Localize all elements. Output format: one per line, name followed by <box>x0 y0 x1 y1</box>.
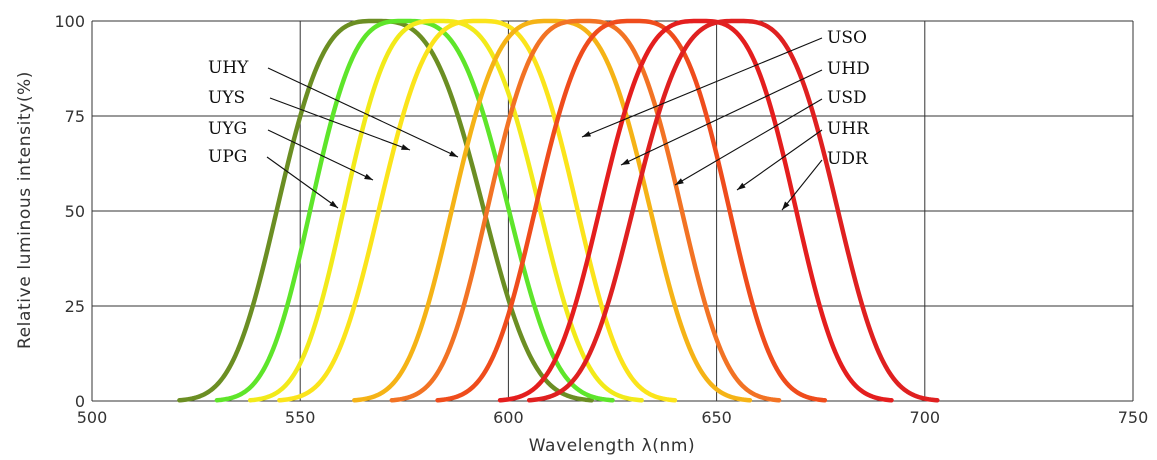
leader-uhy <box>267 67 459 158</box>
curve-uhd <box>389 18 782 403</box>
series-label-upg: UPG <box>208 147 247 167</box>
arrowhead-uyg <box>364 173 373 180</box>
label-leaders <box>266 37 823 211</box>
y-tick-label: 0 <box>75 392 85 411</box>
series-label-uys: UYS <box>208 88 245 108</box>
leader-uso <box>581 37 823 138</box>
leader-usd <box>674 98 823 186</box>
series-labels: UPG UYG UYS UHY USO UHD USD UHR UDR <box>208 28 870 169</box>
leader-uhr <box>736 129 823 191</box>
curve-usd <box>435 18 828 403</box>
y-tick-label: 25 <box>65 297 85 316</box>
series-label-usd: USD <box>827 88 867 108</box>
series-curves <box>177 18 940 403</box>
arrowhead-usd <box>675 178 684 185</box>
arrowhead-upg <box>329 200 338 208</box>
curve-udr <box>526 18 940 403</box>
series-label-uhd: UHD <box>827 59 870 79</box>
leader-uhd <box>620 69 823 166</box>
curve-uso <box>352 18 753 403</box>
y-tick-label: 100 <box>54 12 85 31</box>
series-label-uhr: UHR <box>827 119 870 139</box>
leader-udr <box>781 159 823 211</box>
arrowhead-uys <box>401 144 410 150</box>
y-tick-label: 75 <box>65 107 85 126</box>
y-tick-label: 50 <box>65 202 85 221</box>
tick-labels: 500 550 600 650 700 750 0 25 50 75 100 <box>54 12 1148 427</box>
leader-uys <box>269 97 411 151</box>
leader-upg <box>266 156 339 209</box>
arrowhead-udr <box>782 201 790 210</box>
arrowhead-uhy <box>449 150 458 157</box>
x-tick-label: 600 <box>493 408 524 427</box>
x-tick-label: 750 <box>1118 408 1149 427</box>
x-axis-title: Wavelength λ(nm) <box>529 436 696 456</box>
arrowhead-uhd <box>621 158 630 165</box>
curve-uhy <box>277 18 678 403</box>
arrowhead-uhr <box>737 182 746 190</box>
curve-uhr <box>497 18 894 403</box>
x-tick-label: 700 <box>910 408 941 427</box>
series-label-uyg: UYG <box>208 119 247 139</box>
curve-uyg <box>214 18 615 403</box>
curve-uys <box>247 18 644 403</box>
series-label-uhy: UHY <box>208 58 249 78</box>
arrowhead-uso <box>582 131 591 137</box>
series-label-udr: UDR <box>827 149 869 169</box>
x-tick-label: 550 <box>285 408 316 427</box>
x-tick-label: 500 <box>77 408 108 427</box>
y-axis-title: Relative luminous intensity(%) <box>15 71 35 349</box>
leader-uyg <box>267 129 374 181</box>
series-label-uso: USO <box>827 28 867 48</box>
x-tick-label: 650 <box>701 408 732 427</box>
